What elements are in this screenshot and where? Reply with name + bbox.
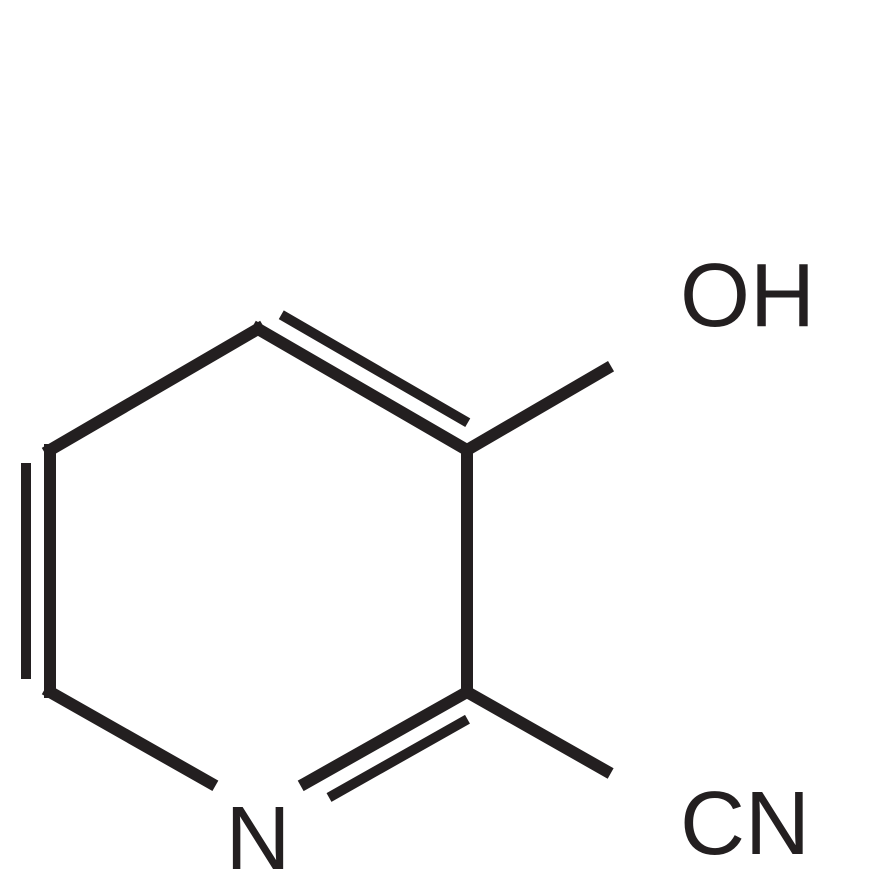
- molecule-diagram: OH CN N: [0, 0, 890, 890]
- atom-label: N: [226, 789, 291, 889]
- atom-label: CN: [680, 774, 810, 874]
- atom-label: OH: [680, 246, 815, 346]
